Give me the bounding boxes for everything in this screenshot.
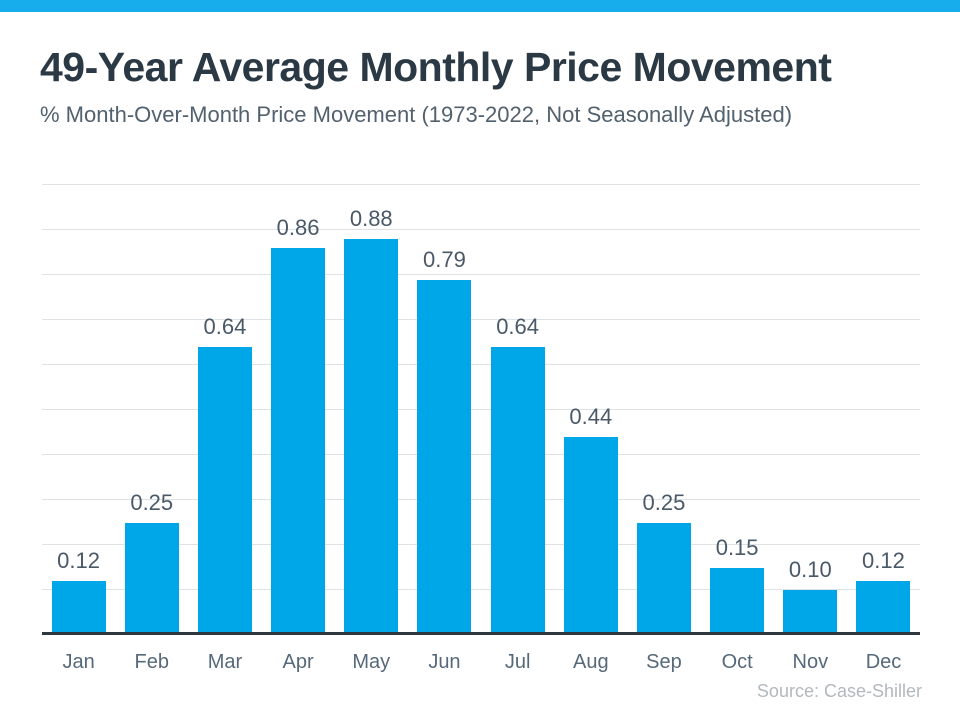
month-label: Jan — [62, 651, 95, 673]
bar-slot-dec: 0.12 Dec — [847, 185, 920, 673]
grid-line — [42, 544, 920, 545]
month-label: Dec — [865, 651, 902, 673]
value-label: 0.79 — [423, 246, 466, 272]
month-label: Oct — [721, 651, 753, 673]
grid-line — [42, 184, 920, 185]
month-label: Jul — [504, 651, 531, 673]
bar-slot-aug: 0.44 Aug — [554, 185, 627, 673]
bar-slot-nov: 0.10 Nov — [774, 185, 847, 673]
bar-slot-oct: 0.15 Oct — [701, 185, 774, 673]
month-label: Nov — [792, 651, 829, 673]
month-label: Feb — [134, 651, 169, 673]
source-credit: Source: Case-Shiller — [756, 681, 922, 701]
value-label: 0.64 — [203, 314, 247, 339]
value-label: 0.44 — [569, 404, 613, 429]
grid-line — [42, 274, 920, 275]
value-label: 0.25 — [642, 489, 686, 515]
value-label: 0.88 — [349, 206, 393, 231]
month-label: Aug — [572, 651, 609, 673]
bar-oct — [710, 567, 765, 635]
bar-slot-sep: 0.25 Sep — [627, 185, 700, 673]
value-label: 0.15 — [715, 534, 759, 560]
top-accent-bar — [0, 0, 960, 12]
bar-jan — [51, 581, 106, 635]
value-label: 0.86 — [276, 215, 320, 240]
grid-line — [42, 364, 920, 365]
grid-line — [42, 319, 920, 320]
bars-container: 0.12 Jan 0.25 Feb 0.64 Mar 0.86 Apr 0.88 May 0.79 J… — [42, 185, 920, 673]
value-label: 0.10 — [788, 557, 832, 582]
month-label: Sep — [646, 651, 682, 673]
bar-jul — [490, 347, 545, 635]
chart-title: 49-Year Average Monthly Price Movement — [40, 44, 832, 90]
grid-line — [42, 409, 920, 410]
value-label: 0.12 — [57, 548, 100, 573]
bar-aug — [563, 437, 618, 635]
bar-slot-apr: 0.86 Apr — [262, 185, 335, 673]
bar-sep — [636, 522, 691, 635]
bar-slot-jan: 0.12 Jan — [42, 185, 115, 673]
bar-mar — [197, 347, 252, 635]
bar-nov — [783, 590, 838, 635]
x-axis-line — [42, 632, 920, 635]
bar-may — [344, 239, 399, 635]
grid-line — [42, 499, 920, 500]
bar-jun — [417, 279, 472, 635]
bar-slot-feb: 0.25 Feb — [115, 185, 188, 673]
month-label: Mar — [207, 651, 243, 673]
month-label: Apr — [282, 651, 314, 673]
chart-subtitle: % Month-Over-Month Price Movement (1973-… — [40, 102, 793, 127]
bar-slot-jun: 0.79 Jun — [408, 185, 481, 673]
grid-line — [42, 589, 920, 590]
bar-slot-mar: 0.64 Mar — [188, 185, 261, 673]
bar-slot-may: 0.88 May — [335, 185, 408, 673]
bar-apr — [271, 248, 326, 635]
value-label: 0.64 — [496, 314, 540, 339]
grid-line — [42, 454, 920, 455]
bar-feb — [124, 522, 179, 635]
month-label: May — [352, 651, 391, 673]
value-label: 0.12 — [862, 548, 905, 573]
month-label: Jun — [428, 651, 461, 673]
value-label: 0.25 — [130, 489, 174, 515]
grid-line — [42, 229, 920, 230]
bar-slot-jul: 0.64 Jul — [481, 185, 554, 673]
bar-dec — [856, 581, 911, 635]
bar-chart: 0.12 Jan 0.25 Feb 0.64 Mar 0.86 Apr 0.88 May 0.79 J… — [42, 184, 920, 673]
